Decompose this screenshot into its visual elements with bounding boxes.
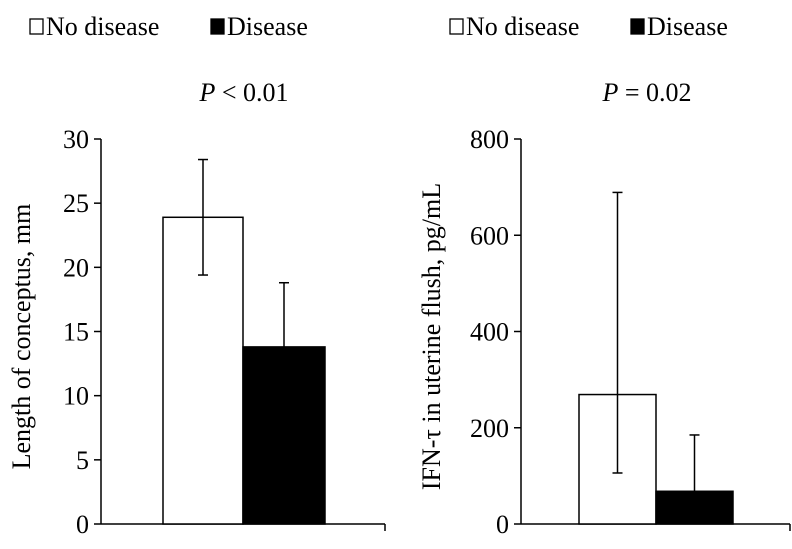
y-axis-label: IFN-τ in uterine flush, pg/mL [417, 183, 446, 490]
legend-label-1: Disease [647, 12, 728, 41]
y-tick-label: 10 [63, 382, 89, 411]
chart-title: P = 0.02 [601, 78, 691, 107]
legend-swatch-0 [29, 18, 44, 35]
y-tick-label: 800 [470, 125, 509, 154]
y-tick-label: 200 [470, 414, 509, 443]
legend-label-1: Disease [227, 12, 308, 41]
y-tick-label: 20 [63, 253, 89, 282]
p-symbol: P [601, 78, 618, 107]
y-tick-label: 25 [63, 189, 89, 218]
panel-conceptus-length: No disease Disease P < 0.01 Length of conce… [7, 12, 386, 539]
legend-swatch-1 [210, 18, 225, 35]
legend-label-0: No disease [46, 12, 159, 41]
y-tick-label: 5 [76, 446, 89, 475]
y-tick-label: 400 [470, 318, 509, 347]
y-tick-label: 0 [76, 510, 89, 539]
p-value: = 0.02 [618, 78, 691, 107]
y-tick-label: 0 [496, 510, 509, 539]
y-tick-label: 30 [63, 125, 89, 154]
p-symbol: P [198, 78, 215, 107]
legend-swatch-0 [449, 18, 464, 35]
legend-swatch-1 [630, 18, 645, 35]
legend-label-0: No disease [466, 12, 579, 41]
bar-disease [655, 490, 734, 525]
y-axis-label: Length of conceptus, mm [7, 204, 36, 470]
y-tick-label: 600 [470, 221, 509, 250]
chart-title: P < 0.01 [198, 78, 288, 107]
bar-disease [242, 346, 326, 525]
p-value: < 0.01 [215, 78, 288, 107]
panel-ifn-tau: No disease Disease P = 0.02 IFN-τ in uterin… [417, 12, 791, 539]
y-tick-label: 15 [63, 318, 89, 347]
